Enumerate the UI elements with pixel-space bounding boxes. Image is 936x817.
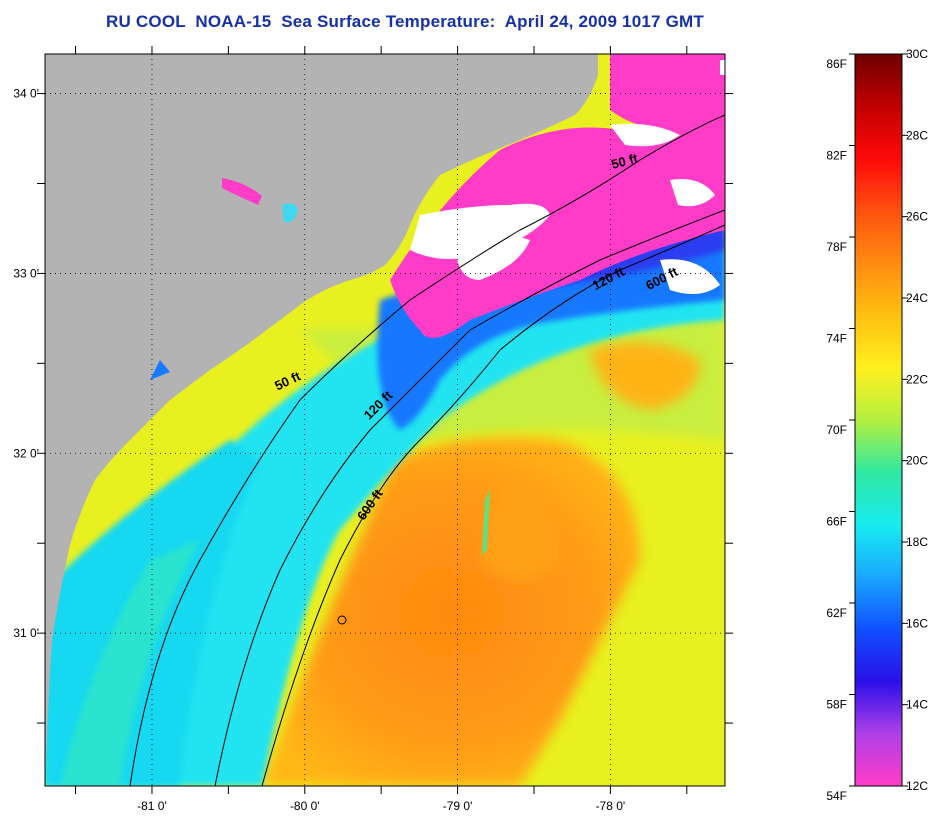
contour-120ft — [214, 209, 725, 786]
lat-tick-label: 33 0' — [13, 266, 39, 280]
contour-600ft — [261, 224, 725, 786]
station-marker — [337, 615, 347, 625]
map-title: RU COOL NOAA-15 Sea Surface Temperature:… — [106, 12, 704, 31]
lon-tick-label: -78 0' — [596, 799, 626, 813]
colorbar-c-label: 16C — [906, 616, 928, 630]
colorbar — [855, 54, 902, 786]
colorbar-f-label: 78F — [826, 240, 847, 254]
longitude-labels: -81 0' -80 0' -79 0' -78 0' — [137, 799, 625, 813]
colorbar-f-label: 74F — [826, 332, 847, 346]
colorbar-c-label: 28C — [906, 128, 928, 142]
lat-tick-label: 34 0' — [13, 87, 39, 101]
colorbar-f-label: 54F — [826, 789, 847, 803]
colorbar-c-label: 22C — [906, 372, 928, 386]
colorbar-f-label: 82F — [826, 149, 847, 163]
sst-image — [45, 54, 725, 786]
lon-tick-label: -80 0' — [290, 799, 320, 813]
colorbar-c-label: 18C — [906, 535, 928, 549]
colorbar-f-label: 70F — [826, 423, 847, 437]
colorbar-c-label: 20C — [906, 454, 928, 468]
colorbar-f-label: 58F — [826, 698, 847, 712]
colorbar-c-label: 24C — [906, 291, 928, 305]
lat-tick-label: 32 0' — [13, 446, 39, 460]
colorbar-c-label: 14C — [906, 698, 928, 712]
lon-tick-label: -79 0' — [443, 799, 473, 813]
gridlines — [45, 54, 725, 786]
colorbar-f-label: 62F — [826, 606, 847, 620]
colorbar-f-label: 86F — [826, 57, 847, 71]
colorbar-c-label: 26C — [906, 210, 928, 224]
lat-tick-label: 31 0' — [13, 626, 39, 640]
plot-border — [44, 53, 726, 787]
colorbar-f-label: 66F — [826, 515, 847, 529]
colorbar-c-label: 30C — [906, 47, 928, 61]
colorbar-celsius-labels: 30C 28C 26C 24C 22C 20C 18C 16C 14C 12C — [906, 47, 928, 793]
latitude-labels: 34 0' 33 0' 32 0' 31 0' — [13, 87, 39, 641]
colorbar-fahrenheit-labels: 86F 82F 78F 74F 70F 66F 62F 58F 54F — [826, 57, 847, 803]
contour-50ft — [129, 114, 725, 786]
colorbar-c-label: 12C — [906, 779, 928, 793]
lon-tick-label: -81 0' — [137, 799, 167, 813]
colorbar-ticks — [849, 53, 908, 787]
contour-label: 50 ft — [610, 150, 640, 172]
axis-ticks — [37, 46, 733, 794]
land-mass — [45, 54, 598, 786]
